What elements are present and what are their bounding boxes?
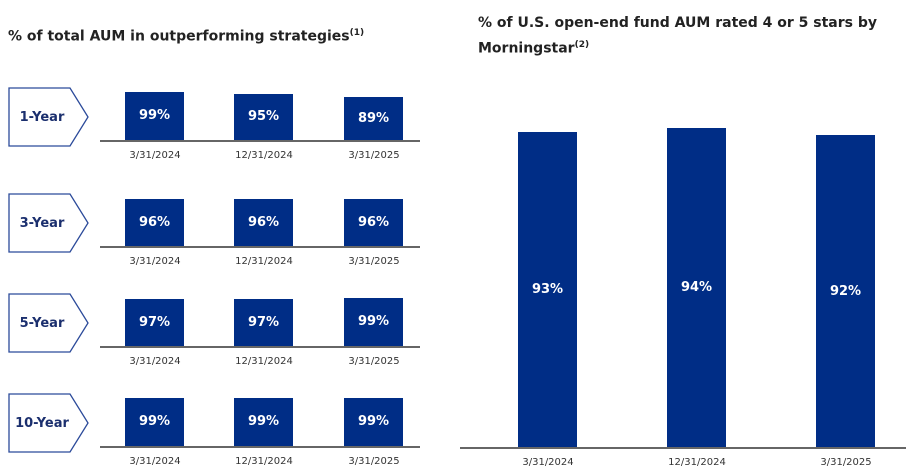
date-label: 12/31/2024 <box>668 457 726 468</box>
date-label: 3/31/2024 <box>129 256 181 267</box>
bar-1-year-0: 99% <box>125 91 184 140</box>
bar-1-year-1: 95% <box>234 93 293 140</box>
bar-morningstar-0: 93% <box>518 131 577 447</box>
date-label: 12/31/2024 <box>235 456 293 467</box>
row-label-5-year: 5-Year <box>8 293 90 353</box>
date-label: 3/31/2024 <box>129 356 181 367</box>
row-label-text: 3-Year <box>19 215 65 231</box>
date-label: 3/31/2025 <box>348 150 400 161</box>
bar-3-year-1: 96% <box>234 199 293 246</box>
row-label-text: 5-Year <box>19 315 65 331</box>
row-label-text: 1-Year <box>19 109 65 125</box>
bar-10-year-0: 99% <box>125 397 184 446</box>
axis-line <box>100 346 420 348</box>
bar-10-year-1: 99% <box>234 397 293 446</box>
axis-line <box>100 140 420 142</box>
row-label-text: 10-Year <box>15 415 69 431</box>
bar-morningstar-2: 92% <box>816 135 875 447</box>
bar-1-year-2: 89% <box>344 96 403 140</box>
date-label: 3/31/2024 <box>129 150 181 161</box>
date-label: 3/31/2025 <box>348 356 400 367</box>
bar-5-year-1: 97% <box>234 298 293 346</box>
row-label-10-year: 10-Year <box>8 393 90 453</box>
date-label: 3/31/2024 <box>129 456 181 467</box>
date-label: 3/31/2025 <box>820 457 872 468</box>
date-label: 3/31/2025 <box>348 256 400 267</box>
date-label: 3/31/2025 <box>348 456 400 467</box>
axis-line <box>460 447 906 449</box>
bar-morningstar-1: 94% <box>667 128 726 447</box>
bar-10-year-2: 99% <box>344 397 403 446</box>
bar-3-year-0: 96% <box>125 199 184 246</box>
bar-3-year-2: 96% <box>344 199 403 246</box>
axis-line <box>100 446 420 448</box>
row-label-3-year: 3-Year <box>8 193 90 253</box>
bar-5-year-0: 97% <box>125 298 184 346</box>
axis-line <box>100 246 420 248</box>
left-chart-title: % of total AUM in outperforming strategi… <box>8 28 365 45</box>
row-label-1-year: 1-Year <box>8 87 90 147</box>
right-chart-title: % of U.S. open-end fund AUM rated 4 or 5… <box>478 15 878 57</box>
date-label: 12/31/2024 <box>235 150 293 161</box>
date-label: 12/31/2024 <box>235 256 293 267</box>
date-label: 3/31/2024 <box>522 457 574 468</box>
bar-5-year-2: 99% <box>344 297 403 346</box>
date-label: 12/31/2024 <box>235 356 293 367</box>
